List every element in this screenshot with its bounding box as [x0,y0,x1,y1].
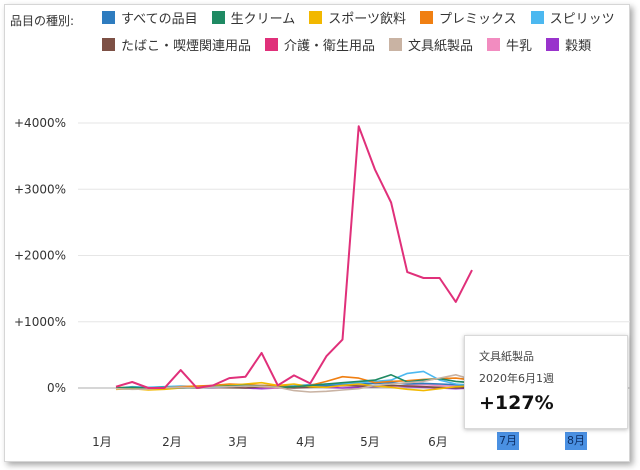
legend-item-tobacco[interactable]: たばこ・喫煙関連用品 [102,35,251,54]
month-7-button[interactable]: 7月 [497,432,519,450]
x-tick-label: 4月 [296,435,316,449]
legend-swatch [102,38,115,51]
x-tick-label: 3月 [228,435,248,449]
legend-label: すべての品目 [121,12,198,27]
legend-swatch [530,11,544,24]
legend-item-spirits[interactable]: スピリッツ [530,8,615,27]
legend-item-premix[interactable]: プレミックス [419,8,517,27]
legend-swatch [309,11,323,24]
series-lines [115,125,473,393]
series-line[interactable] [115,381,473,392]
legend-label: 穀類 [565,39,592,54]
legend-swatch [419,11,433,24]
legend-swatch [487,38,501,51]
legend-label: 介護・衛生用品 [284,39,376,54]
legend-item-sports-drinks[interactable]: スポーツ飲料 [309,8,406,27]
legend-label: 生クリーム [230,12,296,27]
legend-swatch [265,38,279,51]
month-8-button[interactable]: 8月 [565,432,587,450]
y-tick-label: +2000% [14,249,66,263]
y-tick-label: 0% [47,381,66,395]
legend-label: たばこ・喫煙関連用品 [121,39,252,54]
legend-label: プレミックス [438,12,517,27]
legend-item-grains[interactable]: 穀類 [546,35,591,54]
legend-item-milk[interactable]: 牛乳 [487,35,532,54]
series-line[interactable] [115,373,473,393]
legend-label: スピリッツ [549,12,615,27]
legend-swatch [546,38,560,51]
legend-swatch [102,11,115,24]
y-tick-label: +3000% [14,182,66,196]
tooltip-value: +127% [479,392,554,414]
legend-swatch [211,11,225,24]
legend-item-fresh-cream[interactable]: 生クリーム [211,8,296,27]
legend-item-stationery-paper[interactable]: 文具紙製品 [389,35,473,54]
legend-label: 牛乳 [506,39,533,54]
tooltip-date: 2020年6月1週 [479,372,554,385]
x-tick-label: 5月 [360,435,380,449]
legend-label: スポーツ飲料 [328,12,406,27]
x-tick-label: 1月 [92,435,112,449]
legend: すべての品目 生クリーム スポーツ飲料 プレミックス スピリッツ たばこ・喫煙関… [102,8,632,54]
x-tick-label: 2月 [162,435,182,449]
y-tick-label: +4000% [14,116,66,130]
legend-swatch [389,38,403,51]
legend-item-all-items[interactable]: すべての品目 [102,8,198,27]
tooltip: 文具紙製品 2020年6月1週 +127% [464,335,628,429]
tooltip-series-name: 文具紙製品 [479,350,534,363]
y-axis-tick-labels: 0% +1000% +2000% +3000% +4000% [14,116,66,395]
series-line[interactable] [115,370,473,389]
x-axis-tick-labels: 1月 2月 3月 4月 5月 6月 [92,435,448,449]
legend-label: 文具紙製品 [408,39,474,54]
y-tick-label: +1000% [14,315,66,329]
x-tick-label: 6月 [428,435,448,449]
legend-item-nursing-hygiene[interactable]: 介護・衛生用品 [265,35,375,54]
series-line[interactable] [115,125,473,389]
legend-title: 品目の種別: [10,14,75,28]
